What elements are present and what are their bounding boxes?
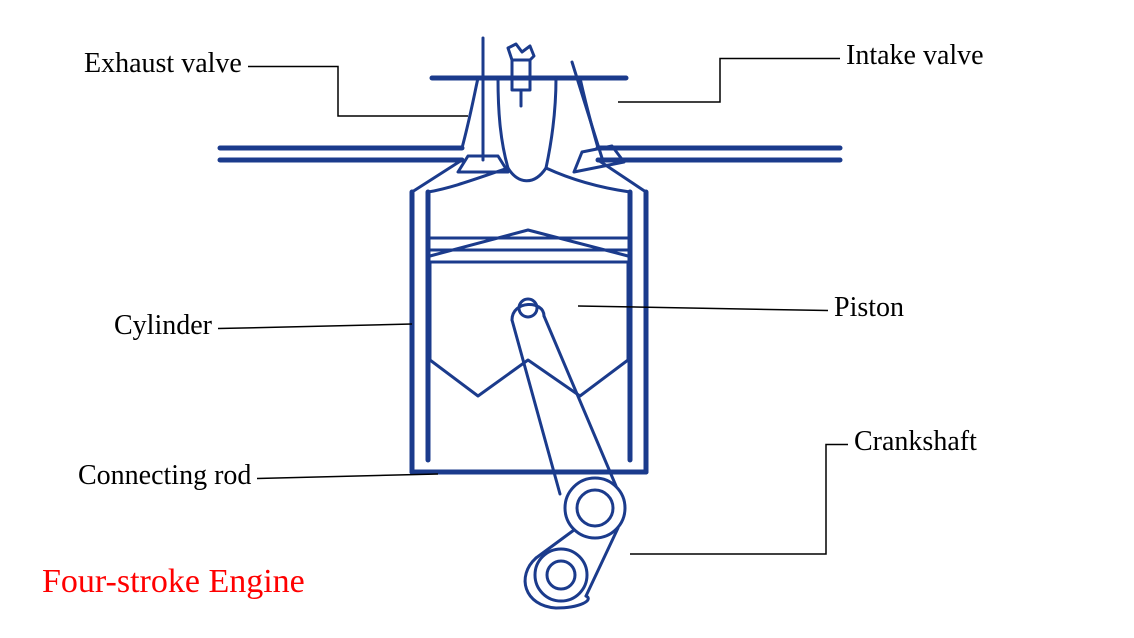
diagram-stage: Exhaust valve Intake valve Piston Cylind… [0,0,1134,638]
leader-cylinder [218,324,412,329]
leader-exhaust-valve [248,67,468,116]
label-piston: Piston [834,292,904,324]
label-connecting-rod: Connecting rod [78,460,251,492]
label-exhaust-valve: Exhaust valve [84,48,242,80]
leader-intake-valve [618,59,840,102]
leader-crankshaft [630,445,848,554]
label-crankshaft: Crankshaft [854,426,977,458]
leader-piston [578,306,828,311]
label-cylinder: Cylinder [114,310,212,342]
diagram-title: Four-stroke Engine [42,563,305,601]
leader-connecting-rod [257,474,438,479]
label-intake-valve: Intake valve [846,40,984,72]
